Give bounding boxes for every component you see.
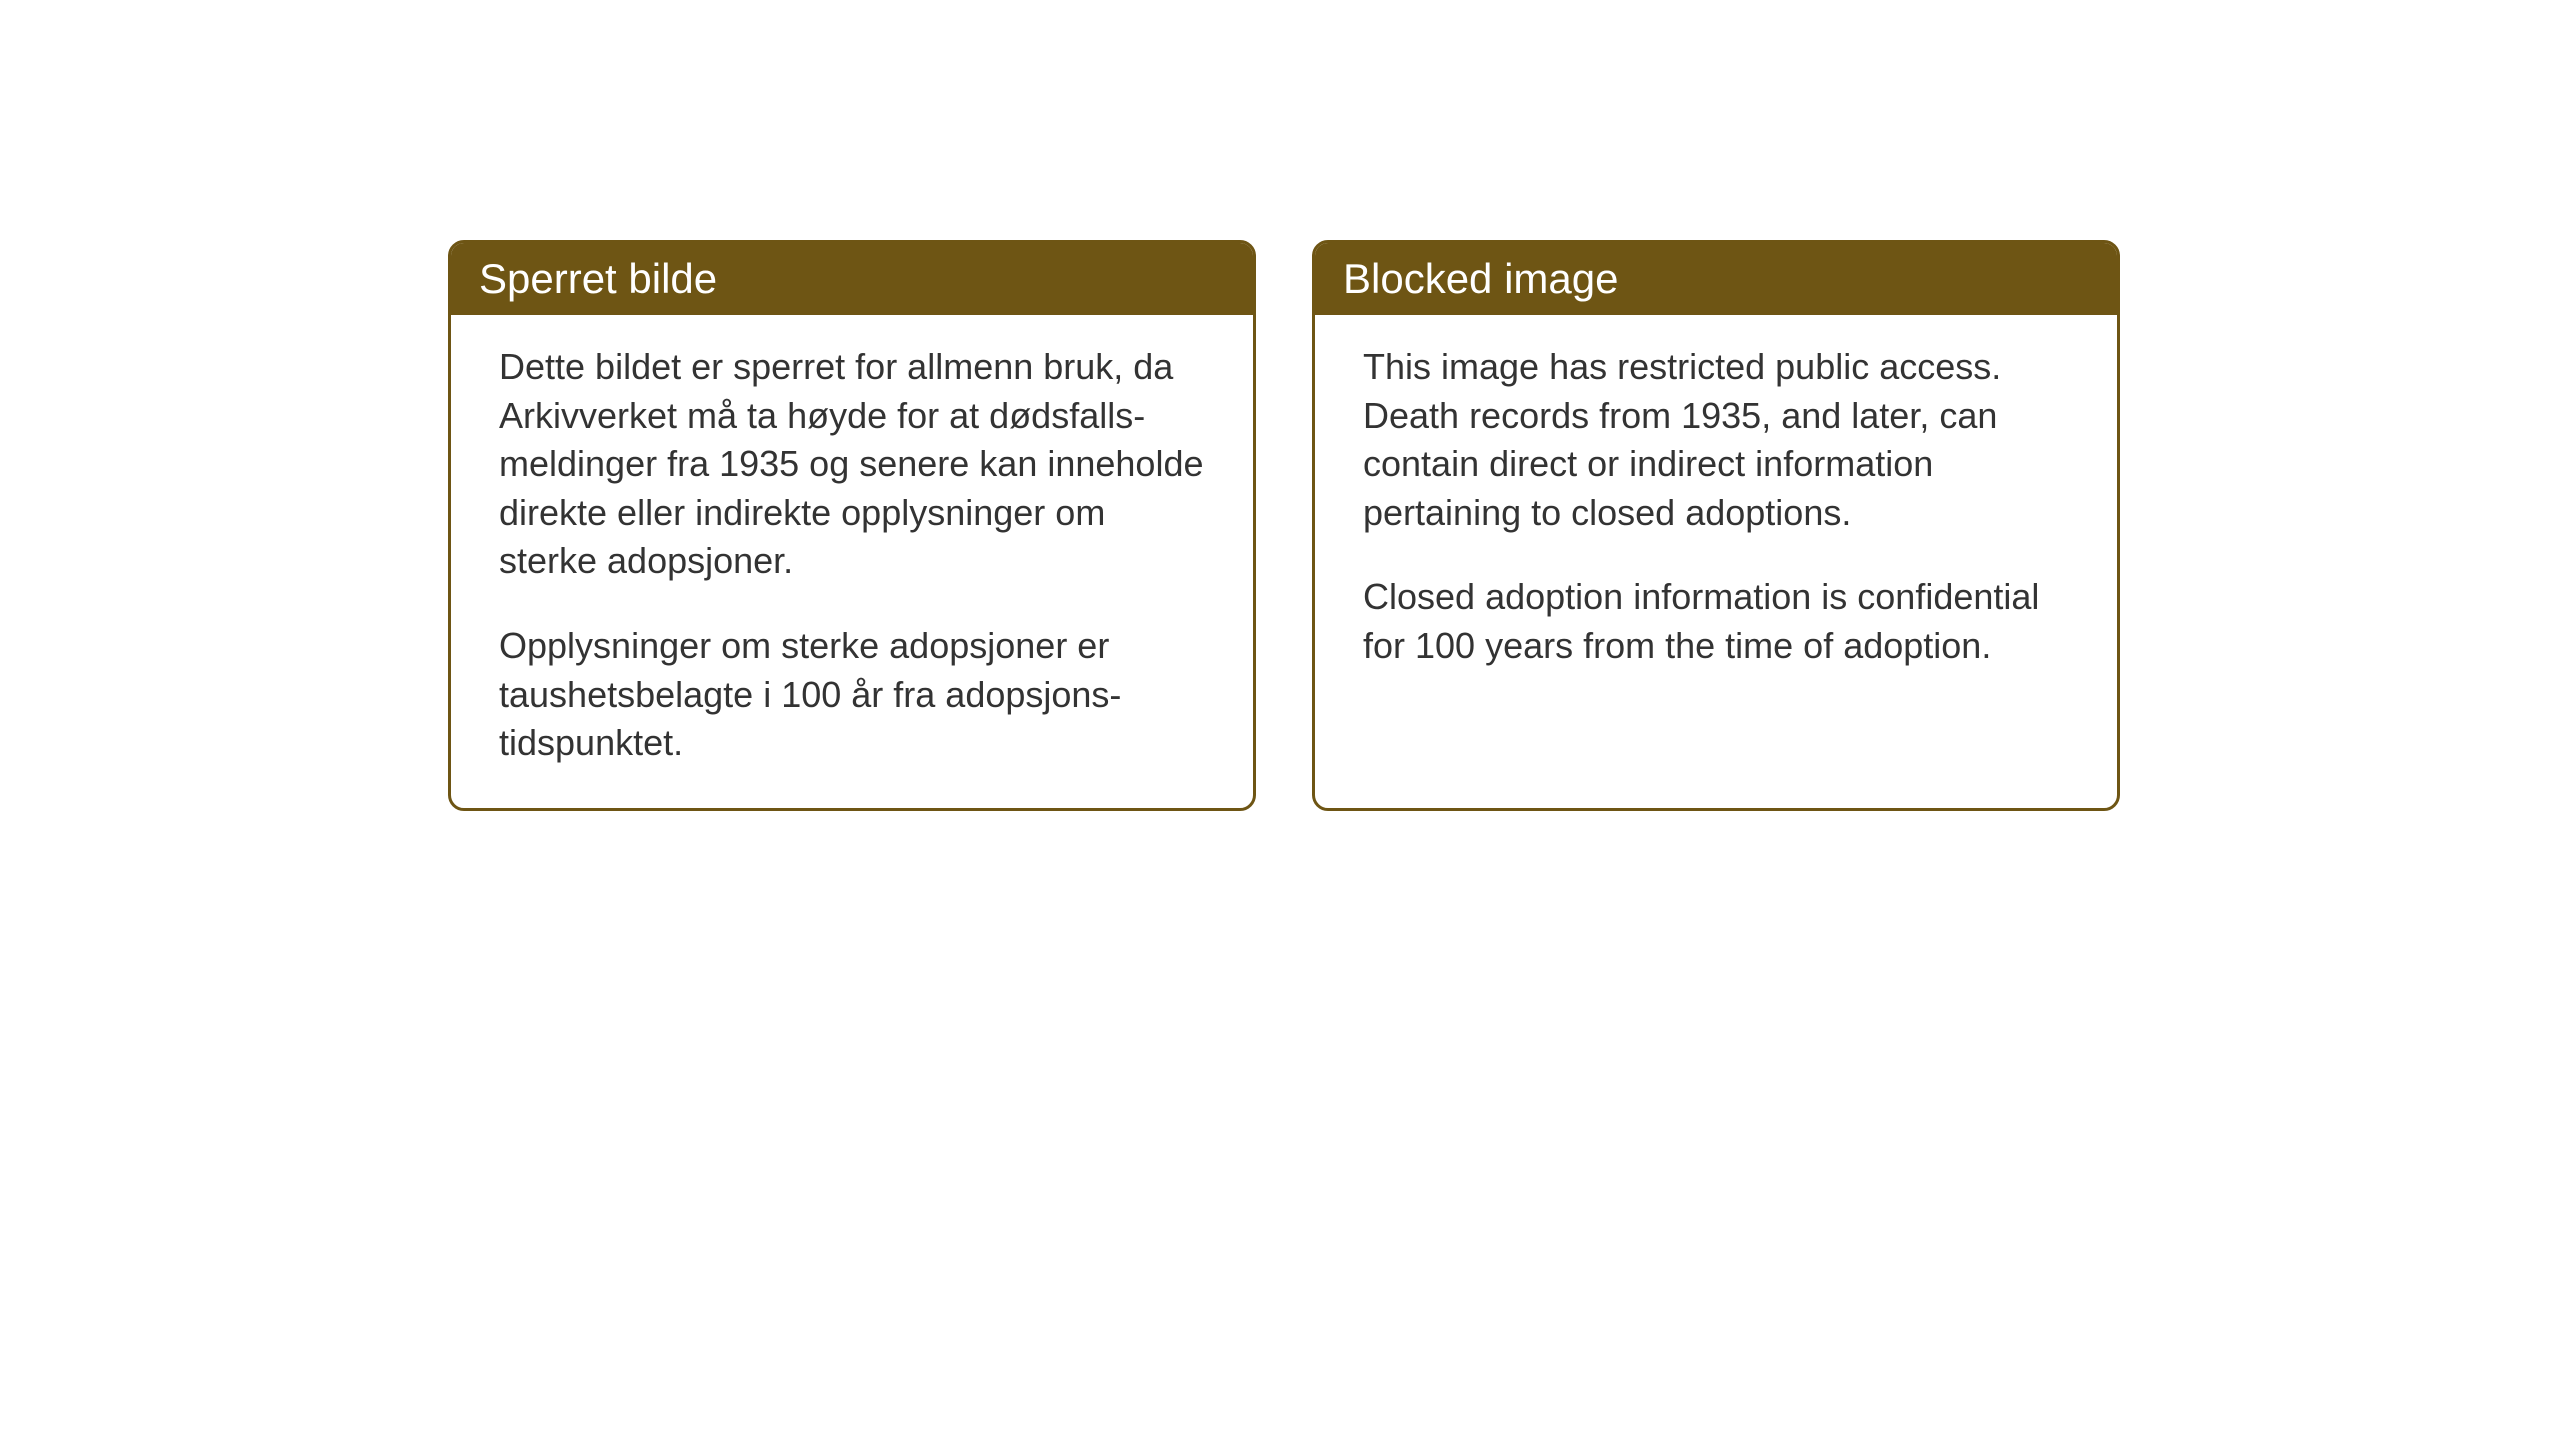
notice-para2-english: Closed adoption information is confident… (1363, 573, 2069, 670)
notice-box-english: Blocked image This image has restricted … (1312, 240, 2120, 811)
notice-title-norwegian: Sperret bilde (479, 255, 717, 302)
notice-header-norwegian: Sperret bilde (451, 243, 1253, 315)
notice-para1-english: This image has restricted public access.… (1363, 343, 2069, 537)
notice-header-english: Blocked image (1315, 243, 2117, 315)
notice-para1-norwegian: Dette bildet er sperret for allmenn bruk… (499, 343, 1205, 586)
notice-body-english: This image has restricted public access.… (1315, 315, 2117, 711)
notice-container: Sperret bilde Dette bildet er sperret fo… (448, 240, 2120, 811)
notice-para2-norwegian: Opplysninger om sterke adopsjoner er tau… (499, 622, 1205, 768)
notice-title-english: Blocked image (1343, 255, 1618, 302)
notice-box-norwegian: Sperret bilde Dette bildet er sperret fo… (448, 240, 1256, 811)
notice-body-norwegian: Dette bildet er sperret for allmenn bruk… (451, 315, 1253, 808)
